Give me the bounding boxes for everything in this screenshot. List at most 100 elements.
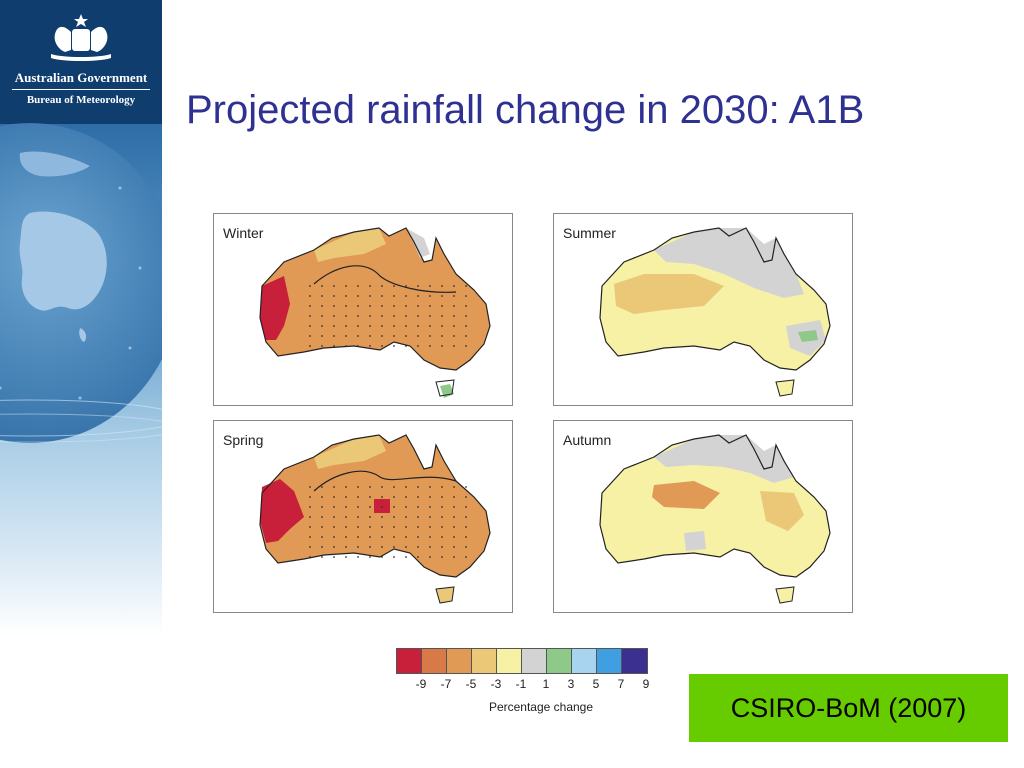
significance-dot [429,335,431,337]
coat-of-arms-icon [51,14,111,61]
spring-map-panel: Spring [213,420,513,613]
significance-dot [417,295,419,297]
significance-dot [381,536,383,538]
significance-dot [441,325,443,327]
significance-dot [357,285,359,287]
significance-dot [357,516,359,518]
significance-dot [405,516,407,518]
significance-dot [441,516,443,518]
significance-dot [405,295,407,297]
significance-dot [429,526,431,528]
legend-swatch [597,649,622,673]
significance-dot [465,546,467,548]
autumn-map-panel: Autumn [553,420,853,613]
significance-dot [345,516,347,518]
significance-dot [441,335,443,337]
header-divider [12,89,150,90]
significance-dot [393,526,395,528]
significance-dot [321,526,323,528]
significance-dot [441,546,443,548]
significance-dot [393,536,395,538]
legend-swatch [447,649,472,673]
significance-dot [405,506,407,508]
legend-swatch [547,649,572,673]
significance-dot [465,506,467,508]
significance-dot [405,526,407,528]
significance-dot [309,536,311,538]
significance-dot [417,556,419,558]
significance-dot [381,345,383,347]
significance-dot [405,496,407,498]
significance-dot [345,285,347,287]
autumn-australia-map [599,434,831,604]
significance-dot [429,546,431,548]
significance-dot [465,345,467,347]
slide-title: Projected rainfall change in 2030: A1B [186,88,865,132]
significance-dot [393,285,395,287]
significance-dot [357,486,359,488]
significance-dot [393,295,395,297]
significance-dot [465,496,467,498]
significance-dot [309,546,311,548]
significance-dot [321,506,323,508]
significance-dot [345,295,347,297]
significance-dot [393,486,395,488]
significance-dot [357,546,359,548]
significance-dot [321,536,323,538]
significance-dot [429,516,431,518]
significance-dot [441,506,443,508]
significance-dot [429,345,431,347]
significance-dot [429,305,431,307]
significance-dot [333,496,335,498]
significance-dot [417,315,419,317]
autumn-label: Autumn [563,432,612,448]
significance-dot [453,506,455,508]
significance-dot [345,536,347,538]
significance-dot [333,325,335,327]
significance-dot [393,556,395,558]
significance-dot [333,345,335,347]
significance-dot [465,335,467,337]
significance-dot [309,295,311,297]
significance-dot [393,506,395,508]
significance-dot [321,546,323,548]
significance-dot [417,496,419,498]
significance-dot [357,335,359,337]
significance-dot [429,496,431,498]
significance-dot [441,556,443,558]
significance-dot [357,496,359,498]
agency-name: Bureau of Meteorology [26,94,136,106]
significance-dot [369,305,371,307]
legend-tick: -7 [440,677,452,691]
significance-dot [417,335,419,337]
summer-australia-map [599,227,831,397]
legend-swatch [497,649,522,673]
significance-dot [333,506,335,508]
significance-dot [309,486,311,488]
significance-dot [357,526,359,528]
significance-dot [417,536,419,538]
significance-dot [333,486,335,488]
significance-dot [429,285,431,287]
significance-dot [393,325,395,327]
significance-dot [333,556,335,558]
significance-dot [309,526,311,528]
significance-dot [453,546,455,548]
significance-dot [465,486,467,488]
spring-label: Spring [223,432,264,448]
legend-tick: -5 [465,677,477,691]
significance-dot [345,496,347,498]
significance-dot [405,486,407,488]
legend-tick: 3 [567,677,575,691]
winter-australia-map [259,227,491,398]
significance-dot [405,325,407,327]
summer-map-panel: Summer [553,213,853,406]
significance-dot [465,295,467,297]
significance-dot [369,486,371,488]
significance-dot [357,506,359,508]
significance-dot [453,516,455,518]
significance-dot [405,546,407,548]
significance-dot [333,315,335,317]
significance-dot [369,285,371,287]
significance-dot [321,305,323,307]
